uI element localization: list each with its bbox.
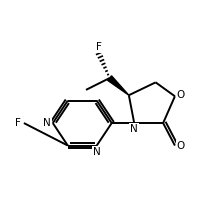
Text: F: F bbox=[96, 42, 102, 53]
Polygon shape bbox=[108, 76, 129, 95]
Text: O: O bbox=[177, 140, 185, 151]
Text: N: N bbox=[130, 124, 138, 134]
Text: N: N bbox=[93, 146, 101, 157]
Text: F: F bbox=[15, 118, 21, 128]
Text: N: N bbox=[43, 118, 51, 128]
Text: O: O bbox=[177, 90, 185, 100]
